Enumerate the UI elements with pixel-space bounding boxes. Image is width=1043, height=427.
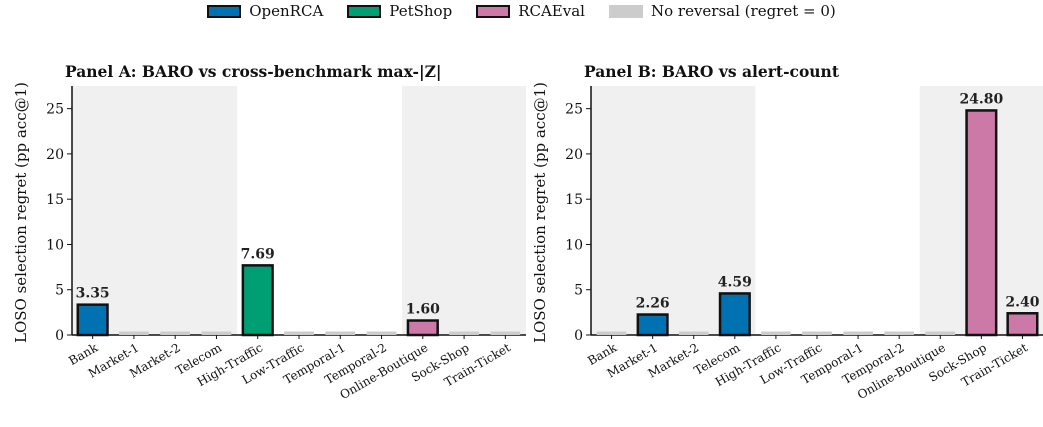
y-tick-label: 15 <box>565 192 583 208</box>
bar-sock-shop <box>965 109 998 337</box>
bar-zero-train-ticket <box>490 331 521 335</box>
group-shade-openrca <box>72 86 238 335</box>
y-tick-label: 5 <box>574 283 583 299</box>
y-tick-label: 10 <box>565 237 583 253</box>
y-tick-label: 0 <box>574 328 583 344</box>
bar-zero-market-2 <box>160 331 191 335</box>
legend-item-no-reversal: No reversal (regret = 0) <box>608 2 836 20</box>
legend-swatch-openrca <box>207 4 242 18</box>
bar-zero-market-2 <box>678 331 709 335</box>
legend-item-petshop: PetShop <box>347 2 452 20</box>
legend-label-openrca: OpenRCA <box>249 2 324 20</box>
bar-zero-sock-shop <box>449 331 479 335</box>
bar-zero-low-traffic <box>802 331 832 335</box>
y-tick-label: 0 <box>55 328 64 344</box>
y-tick-label: 25 <box>46 102 64 118</box>
panel-title: Panel B: BARO vs alert-count <box>584 62 840 81</box>
bar-zero-temporal-2 <box>884 331 914 335</box>
data-label: 24.80 <box>959 91 1003 107</box>
bar-zero-low-traffic <box>284 331 314 335</box>
legend-swatch-rcaeval <box>476 4 511 18</box>
y-tick-label: 20 <box>46 147 64 163</box>
bar-zero-bank <box>596 331 627 335</box>
y-tick-label: 5 <box>55 283 64 299</box>
bar-zero-online-boutique <box>925 331 956 335</box>
panel-title: Panel A: BARO vs cross-benchmark max-|Z| <box>65 62 442 81</box>
bar-zero-temporal-1 <box>843 331 873 335</box>
bar-high-traffic <box>241 264 274 337</box>
bar-bank <box>76 303 109 337</box>
y-axis-label: LOSO selection regret (pp acc@1) <box>531 82 549 343</box>
data-label: 7.69 <box>241 246 275 262</box>
data-label: 2.40 <box>1005 294 1039 310</box>
legend-label-no-reversal: No reversal (regret = 0) <box>650 2 836 20</box>
y-axis-label: LOSO selection regret (pp acc@1) <box>12 82 30 343</box>
bar-telecom <box>718 292 751 337</box>
legend-label-petshop: PetShop <box>389 2 453 20</box>
legend: OpenRCA PetShop RCAEval No reversal (reg… <box>0 2 1043 20</box>
data-label: 1.60 <box>406 302 440 318</box>
data-label: 2.26 <box>636 296 670 312</box>
data-label: 3.35 <box>76 286 110 302</box>
bar-train-ticket <box>1006 312 1039 337</box>
y-tick-label: 10 <box>46 237 64 253</box>
y-tick-label: 15 <box>46 192 64 208</box>
bar-zero-high-traffic <box>761 331 791 335</box>
bar-market-1 <box>636 313 669 337</box>
legend-item-rcaeval: RCAEval <box>476 2 585 20</box>
legend-item-openrca: OpenRCA <box>207 2 323 20</box>
bar-zero-temporal-1 <box>325 331 356 335</box>
group-shade-rcaeval <box>402 86 526 335</box>
data-label: 4.59 <box>718 274 752 290</box>
legend-label-rcaeval: RCAEval <box>518 2 585 20</box>
y-tick-label: 20 <box>565 147 583 163</box>
bar-zero-telecom <box>201 331 232 335</box>
bar-zero-market-1 <box>119 331 149 335</box>
y-tick-label: 25 <box>565 102 583 118</box>
legend-swatch-no-reversal <box>608 4 643 18</box>
bar-online-boutique <box>406 319 439 337</box>
legend-swatch-petshop <box>347 4 382 18</box>
bar-zero-temporal-2 <box>366 331 397 335</box>
